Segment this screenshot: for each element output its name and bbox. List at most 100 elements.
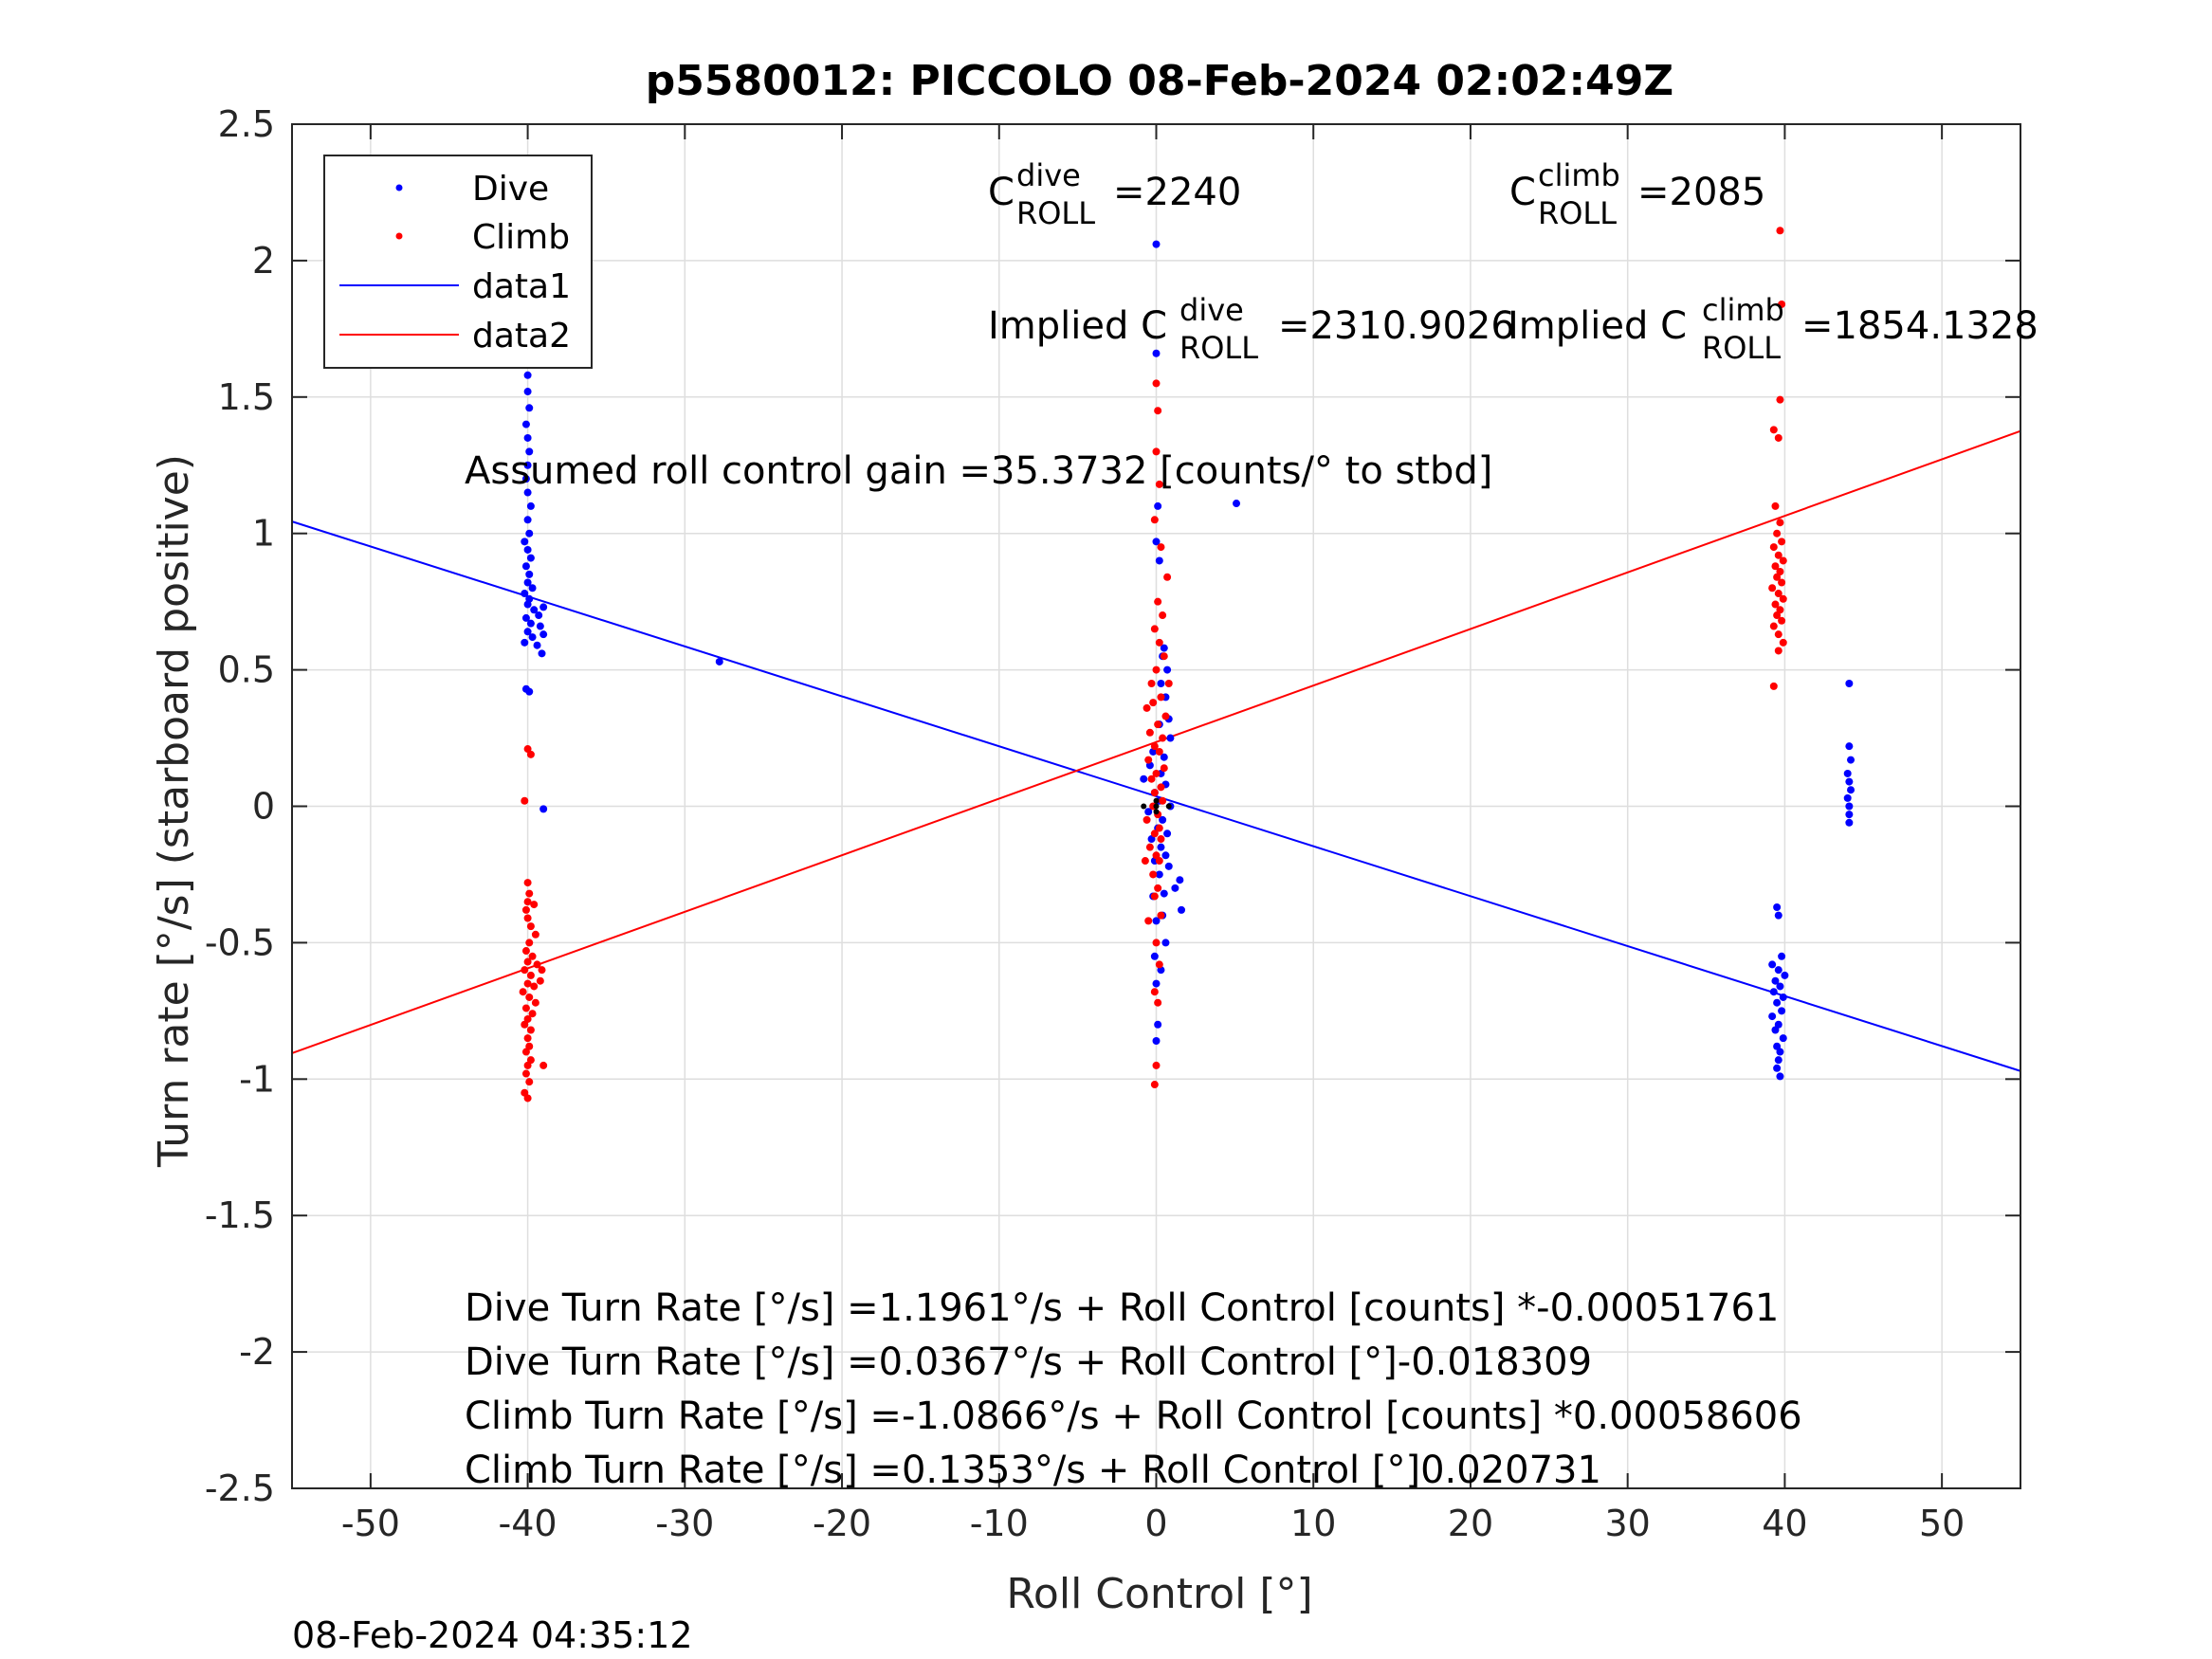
climb-point <box>1150 892 1159 901</box>
legend-dive-label: Dive <box>472 170 549 209</box>
climb-point <box>528 952 537 960</box>
climb-point <box>1160 652 1168 661</box>
climb-point <box>523 879 532 887</box>
dive-point <box>536 622 544 630</box>
c-roll-dive-base: C <box>988 171 1015 214</box>
climb-point <box>1164 679 1173 687</box>
climb-point <box>525 889 534 898</box>
climb-point <box>1774 590 1782 598</box>
climb-point <box>528 1010 537 1018</box>
dive-point <box>1152 979 1161 988</box>
dive-point <box>533 641 541 649</box>
climb-point <box>1769 682 1778 690</box>
climb-point <box>1147 679 1156 687</box>
legend-climb-marker <box>395 232 403 240</box>
climb-point <box>1771 600 1780 609</box>
dive-point <box>528 584 537 592</box>
dive-point <box>1773 998 1782 1007</box>
climb-point <box>1771 562 1780 571</box>
climb-point <box>1152 665 1161 674</box>
dive-point <box>1159 815 1167 824</box>
dive-point <box>521 475 530 483</box>
dive-point <box>1160 644 1168 652</box>
y-axis-ticks: -2.5 -2 -1.5 -1 -0.5 0 0.5 1 1.5 2 2.5 <box>205 103 2020 1509</box>
c-roll-climb-sup: climb <box>1538 157 1620 193</box>
dive-point <box>523 545 532 554</box>
climb-point <box>530 901 539 909</box>
implied-c-roll-dive-sub: ROLL <box>1179 330 1258 366</box>
x-tick-label: 50 <box>1919 1503 1965 1544</box>
y-axis-label: Turn rate [°/s] (starboard positive) <box>150 454 198 1168</box>
dive-point <box>1847 756 1856 764</box>
climb-point <box>531 998 539 1007</box>
dive-point <box>1773 902 1782 911</box>
dive-point <box>1176 876 1184 884</box>
climb-point <box>1150 988 1159 996</box>
c-roll-climb-base: C <box>1509 171 1536 214</box>
dive-point <box>1150 952 1159 960</box>
dive-point <box>523 388 532 396</box>
x-tick-label: 30 <box>1605 1503 1651 1544</box>
climb-point <box>539 1061 548 1069</box>
origin-marker-point <box>1153 809 1160 815</box>
climb-point <box>531 930 539 939</box>
dive-point <box>523 488 532 497</box>
climb-point <box>521 1004 530 1012</box>
climb-point <box>1150 1081 1159 1089</box>
dive-point <box>538 649 546 658</box>
legend-dive-marker <box>395 184 403 191</box>
climb-point <box>1152 379 1161 388</box>
dive-point <box>539 603 548 611</box>
dive-point <box>1769 988 1778 996</box>
implied-c-roll-climb-value: =1854.1328 <box>1801 304 2038 348</box>
climb-point <box>1779 638 1787 647</box>
dive-point <box>1163 665 1172 674</box>
dive-point <box>1164 862 1173 870</box>
climb-point <box>1150 789 1159 797</box>
c-roll-dive-annotation: C dive ROLL =2240 <box>988 157 1241 231</box>
climb-point <box>1155 638 1163 647</box>
climb-point <box>1145 843 1154 851</box>
dive-point <box>1847 786 1856 794</box>
x-tick-label: -50 <box>341 1503 400 1544</box>
dive-point <box>1845 818 1854 827</box>
dive-point <box>1144 808 1153 816</box>
climb-point <box>1150 625 1159 633</box>
dive-point <box>523 461 532 469</box>
dive-point <box>523 578 532 587</box>
dive-point <box>1843 793 1852 802</box>
climb-point <box>526 922 535 931</box>
dive-point <box>525 447 534 456</box>
climb-point <box>523 979 532 988</box>
y-tick-label: -1.5 <box>205 1194 275 1236</box>
equation-dive-degrees: Dive Turn Rate [°/s] =0.0367°/s + Roll C… <box>465 1340 1592 1384</box>
dive-point <box>521 538 529 546</box>
y-tick-label: -2 <box>239 1331 275 1373</box>
equation-climb-counts: Climb Turn Rate [°/s] =-1.0866°/s + Roll… <box>465 1395 1802 1438</box>
dive-point <box>1166 734 1175 742</box>
implied-c-roll-climb-sub: ROLL <box>1702 330 1781 366</box>
dive-point <box>1776 1072 1784 1081</box>
dive-point <box>1773 1064 1782 1072</box>
climb-point <box>1774 630 1782 639</box>
climb-point <box>1150 516 1159 524</box>
dive-point <box>1152 240 1161 248</box>
y-tick-label: 0.5 <box>218 649 275 691</box>
dive-point <box>526 554 535 562</box>
dive-point <box>1774 1056 1782 1065</box>
climb-point <box>1154 720 1162 729</box>
y-tick-label: 1.5 <box>218 376 275 418</box>
climb-point <box>1152 447 1161 456</box>
dive-point <box>1845 811 1854 819</box>
c-roll-dive-sub: ROLL <box>1016 195 1095 231</box>
climb-point <box>1152 769 1161 777</box>
climb-point <box>1776 519 1784 527</box>
climb-point <box>1769 426 1778 434</box>
y-tick-label: -2.5 <box>205 1468 275 1509</box>
climb-point <box>1779 556 1787 565</box>
implied-c-roll-dive-annotation: Implied C dive ROLL =2310.9026 <box>988 292 1515 366</box>
dive-point <box>1774 966 1782 975</box>
climb-point <box>526 750 535 758</box>
climb-point <box>521 947 530 956</box>
